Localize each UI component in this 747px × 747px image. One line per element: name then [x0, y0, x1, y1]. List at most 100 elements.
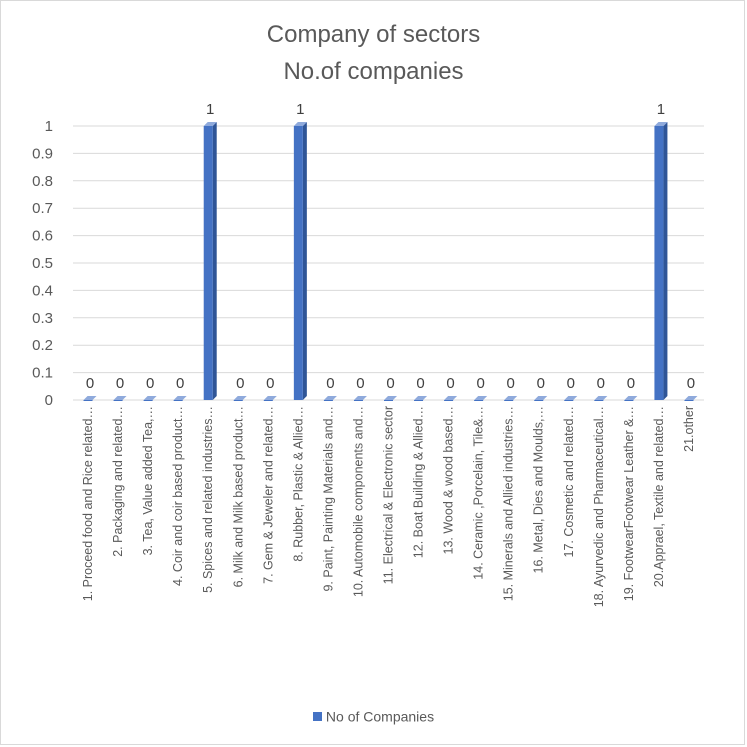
x-tick-label: 21.other	[682, 406, 696, 452]
bar-top	[233, 396, 247, 400]
y-tick-label: 0.8	[32, 173, 53, 190]
data-label: 0	[537, 375, 545, 392]
bar-top	[414, 396, 428, 400]
y-tick-label: 0	[45, 392, 53, 409]
y-tick-label: 0.7	[32, 200, 53, 217]
bar	[323, 400, 333, 401]
bar	[624, 400, 634, 401]
x-tick-label: 13. Wood & wood based…	[442, 406, 456, 554]
data-label: 1	[657, 101, 665, 118]
bar	[113, 400, 123, 401]
bar	[474, 400, 484, 401]
x-tick-label: 7. Gem & Jeweler and related…	[261, 406, 275, 584]
bar-side	[302, 122, 307, 400]
bar	[293, 126, 303, 400]
x-tick-label: 3. Tea, Value added Tea,…	[141, 406, 155, 555]
data-label: 0	[356, 375, 364, 392]
bar-top	[444, 396, 458, 400]
y-tick-label: 0.3	[32, 310, 53, 327]
data-label: 0	[476, 375, 484, 392]
x-tick-label: 5. Spices and related industries…	[201, 406, 215, 593]
bar	[263, 400, 273, 401]
bar-top	[504, 396, 518, 400]
x-tick-label: 14. Ceramic ,Porcelain, Tile&…	[472, 406, 486, 580]
bar	[504, 400, 514, 401]
y-tick-label: 0.5	[32, 255, 53, 272]
bar-top	[624, 396, 638, 400]
bar	[384, 400, 393, 401]
x-tick-label: 18. Ayurvedic and Pharmaceutical…	[592, 406, 606, 607]
bar	[173, 400, 183, 401]
bar-top	[353, 396, 367, 400]
chart-subtitle: No.of companies	[283, 58, 464, 85]
bar-top	[173, 396, 187, 400]
data-label: 0	[116, 375, 124, 392]
data-label: 1	[206, 101, 214, 118]
x-tick-label: 12. Boat Building & Allied…	[412, 406, 426, 558]
data-label: 0	[326, 375, 334, 392]
x-tick-label: 1. Proceed food and Rice related…	[81, 406, 95, 601]
bar	[203, 126, 213, 400]
legend-label: No of Companies	[325, 708, 435, 725]
data-label: 0	[687, 375, 695, 392]
x-tick-label: 2. Packaging and related…	[111, 406, 125, 557]
bar	[414, 400, 424, 401]
x-tick-label: 9. Paint, Painting Materials and…	[321, 406, 335, 592]
data-label: 0	[86, 375, 94, 392]
legend: No of Companies	[1, 707, 744, 725]
bar-top	[594, 396, 608, 400]
data-label: 0	[416, 375, 424, 392]
bar	[143, 400, 153, 401]
bar-chart-plot: 0 0.1 0.2 0.3 0.4 0.5 0.6 0.7 0.8 0.9 1 0 1. Proceed…	[32, 101, 704, 607]
data-label: 0	[446, 375, 454, 392]
x-tick-label: 10. Automobile components and…	[351, 406, 365, 597]
bar-top	[384, 396, 397, 400]
data-label: 0	[597, 375, 605, 392]
y-tick-label: 1	[45, 118, 53, 135]
bar	[83, 400, 93, 401]
x-tick-label: 11. Electrical & Electronic sector	[382, 406, 396, 584]
data-label: 0	[567, 375, 575, 392]
y-tick-label: 0.1	[32, 365, 53, 382]
data-label: 0	[236, 375, 244, 392]
bar-top	[203, 122, 217, 126]
x-tick-label: 17. Cosmetic and related…	[562, 406, 576, 557]
bar-top	[293, 122, 307, 126]
data-label: 0	[146, 375, 154, 392]
bar-top	[684, 396, 698, 400]
bar-top	[113, 396, 127, 400]
legend-swatch	[312, 711, 322, 721]
y-tick-label: 0.4	[32, 282, 53, 299]
y-tick-label: 0.2	[32, 337, 53, 354]
data-label: 0	[507, 375, 515, 392]
bar	[684, 400, 694, 401]
x-tick-label: 6. Milk and Milk based product…	[231, 406, 245, 587]
bar-top	[474, 396, 488, 400]
bar-top	[654, 122, 668, 126]
x-tick-label: 16. Metal, Dies and Moulds,…	[532, 406, 546, 573]
bar-side	[663, 122, 668, 400]
data-label: 0	[386, 375, 394, 392]
bar-side	[212, 122, 217, 400]
data-label: 0	[627, 375, 635, 392]
bar	[233, 400, 243, 401]
bar	[594, 400, 604, 401]
x-tick-label: 19. FootwearFootwear Leather &…	[622, 406, 636, 601]
bar-top	[143, 396, 157, 400]
bar-top	[263, 396, 277, 400]
data-label: 1	[296, 101, 304, 118]
bar	[353, 400, 363, 401]
x-tick-label: 8. Rubber, Plastic & Allied…	[291, 406, 305, 562]
bar-top	[534, 396, 548, 400]
x-tick-label: 20.Apprael, Textile and related…	[652, 406, 666, 587]
y-tick-label: 0.9	[32, 145, 53, 162]
bar	[444, 400, 454, 401]
data-label: 0	[176, 375, 184, 392]
bar-top	[564, 396, 578, 400]
chart-title: Company of sectors	[266, 21, 481, 48]
x-tick-label: 4. Coir and coir based product…	[171, 406, 185, 586]
bar-top	[83, 396, 97, 400]
bar-top	[323, 396, 337, 400]
y-tick-label: 0.6	[32, 228, 53, 245]
